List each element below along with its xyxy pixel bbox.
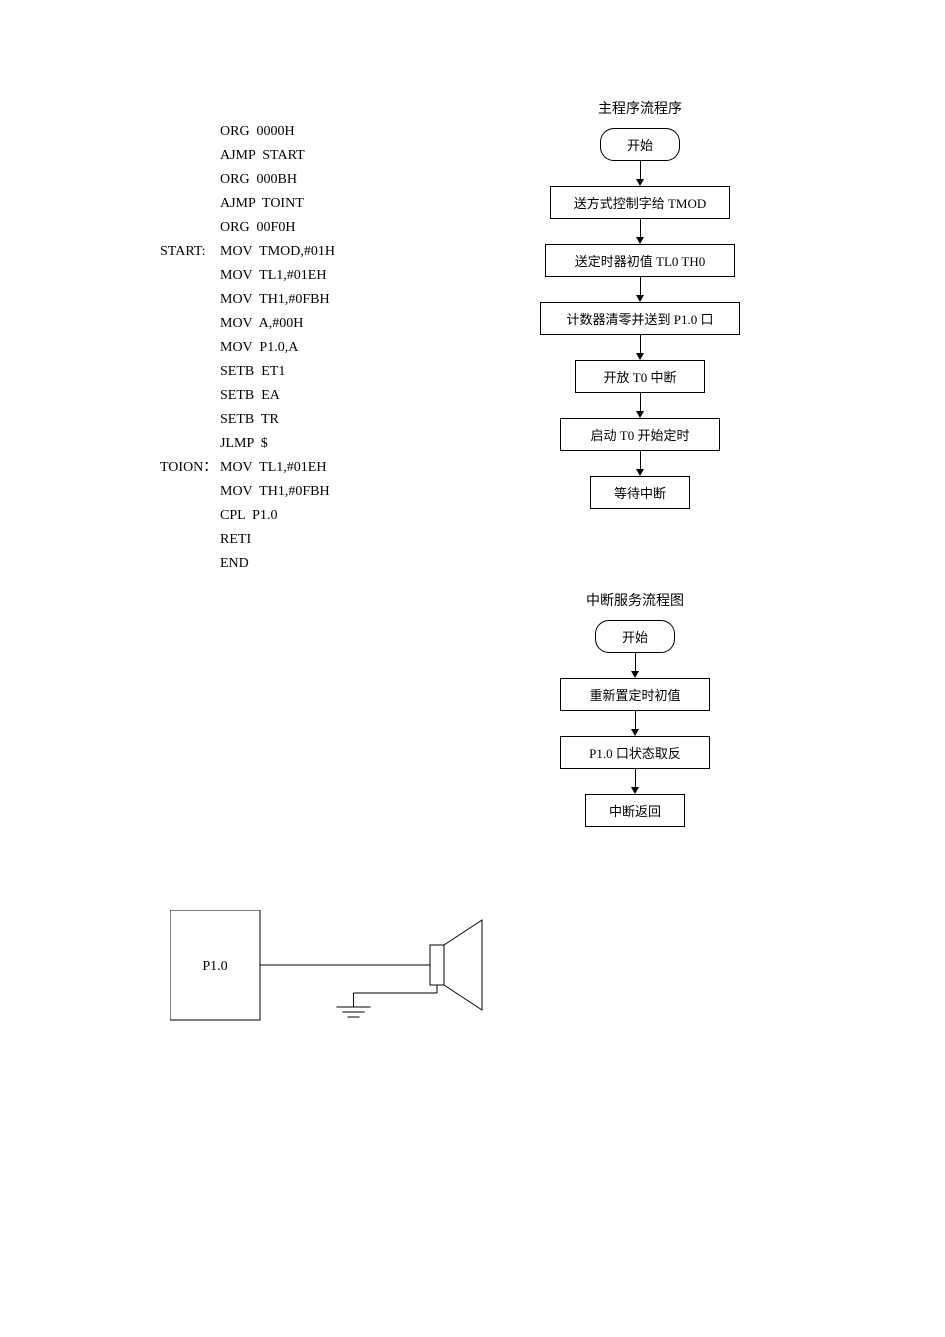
flowchart-process: 中断返回 (585, 794, 685, 827)
flowchart-process: 等待中断 (590, 476, 690, 509)
flowchart-arrow (636, 393, 644, 418)
circuit-svg: P1.0 (170, 910, 492, 1032)
code-instruction: JLMP $ (220, 436, 268, 451)
code-line: JLMP $ (160, 432, 335, 456)
code-line: START:MOV TMOD,#01H (160, 240, 335, 264)
code-instruction: MOV TL1,#01EH (220, 460, 326, 475)
isr-flowchart: 中断服务流程图 开始重新置定时初值 P1.0 口状态取反中断返回 (560, 590, 710, 827)
flowchart-process: 开放 T0 中断 (575, 360, 705, 393)
code-line: AJMP START (160, 144, 335, 168)
code-line: MOV TH1,#0FBH (160, 480, 335, 504)
flowchart-arrow (631, 653, 639, 678)
flowchart-process: 送定时器初值 TL0 TH0 (545, 244, 735, 277)
flowchart-arrow (636, 161, 644, 186)
p1-0-label: P1.0 (202, 959, 227, 974)
code-label: START: (160, 240, 220, 264)
isr-flowchart-title: 中断服务流程图 (560, 590, 710, 610)
code-line: MOV TL1,#01EH (160, 264, 335, 288)
code-line: SETB TR (160, 408, 335, 432)
code-line: MOV A,#00H (160, 312, 335, 336)
main-flowchart-column: 开始送方式控制字给 TMOD 送定时器初值 TL0 TH0 计数器清零并送到 P1.… (540, 128, 740, 509)
flowchart-process: 重新置定时初值 (560, 678, 710, 711)
flowchart-arrow (636, 451, 644, 476)
code-instruction: SETB ET1 (220, 364, 285, 379)
flowchart-arrow (636, 219, 644, 244)
code-line: MOV P1.0,A (160, 336, 335, 360)
code-instruction: MOV P1.0,A (220, 340, 298, 355)
code-instruction: MOV TMOD,#01H (220, 244, 335, 259)
code-instruction: MOV A,#00H (220, 316, 303, 331)
code-instruction: SETB EA (220, 388, 280, 403)
code-instruction: END (220, 556, 249, 571)
flowchart-arrow (631, 769, 639, 794)
flowchart-arrow (636, 277, 644, 302)
code-instruction: SETB TR (220, 412, 279, 427)
code-line: ORG 000BH (160, 168, 335, 192)
circuit-diagram: P1.0 (170, 910, 492, 1037)
code-line: CPL P1.0 (160, 504, 335, 528)
code-line: AJMP TOINT (160, 192, 335, 216)
code-line: ORG 00F0H (160, 216, 335, 240)
flowchart-process: 计数器清零并送到 P1.0 口 (540, 302, 740, 335)
flowchart-process: 启动 T0 开始定时 (560, 418, 720, 451)
flowchart-process: P1.0 口状态取反 (560, 736, 710, 769)
flowchart-arrow (631, 711, 639, 736)
code-instruction: RETI (220, 532, 251, 547)
flowchart-process: 送方式控制字给 TMOD (550, 186, 730, 219)
code-line: ORG 0000H (160, 120, 335, 144)
speaker-cone (444, 920, 482, 1010)
main-program-flowchart: 主程序流程序 开始送方式控制字给 TMOD 送定时器初值 TL0 TH0 计数器清零… (540, 98, 740, 509)
code-line: RETI (160, 528, 335, 552)
code-instruction: CPL P1.0 (220, 508, 277, 523)
code-label: TOION： (160, 456, 220, 480)
flowchart-terminator: 开始 (595, 620, 675, 653)
main-flowchart-title: 主程序流程序 (540, 98, 740, 118)
code-instruction: ORG 00F0H (220, 220, 295, 235)
speaker-body (430, 945, 444, 985)
code-instruction: ORG 000BH (220, 172, 297, 187)
isr-flowchart-column: 开始重新置定时初值 P1.0 口状态取反中断返回 (560, 620, 710, 827)
code-instruction: ORG 0000H (220, 124, 295, 139)
code-line: SETB EA (160, 384, 335, 408)
code-instruction: MOV TH1,#0FBH (220, 484, 330, 499)
code-instruction: AJMP TOINT (220, 196, 304, 211)
flowchart-terminator: 开始 (600, 128, 680, 161)
code-line: SETB ET1 (160, 360, 335, 384)
code-line: TOION：MOV TL1,#01EH (160, 456, 335, 480)
code-line: END (160, 552, 335, 576)
flowchart-arrow (636, 335, 644, 360)
code-line: MOV TH1,#0FBH (160, 288, 335, 312)
code-instruction: MOV TH1,#0FBH (220, 292, 330, 307)
assembly-code-listing: ORG 0000H AJMP START ORG 000BH AJMP TOINT OR… (160, 120, 335, 576)
code-instruction: AJMP START (220, 148, 305, 163)
code-instruction: MOV TL1,#01EH (220, 268, 326, 283)
